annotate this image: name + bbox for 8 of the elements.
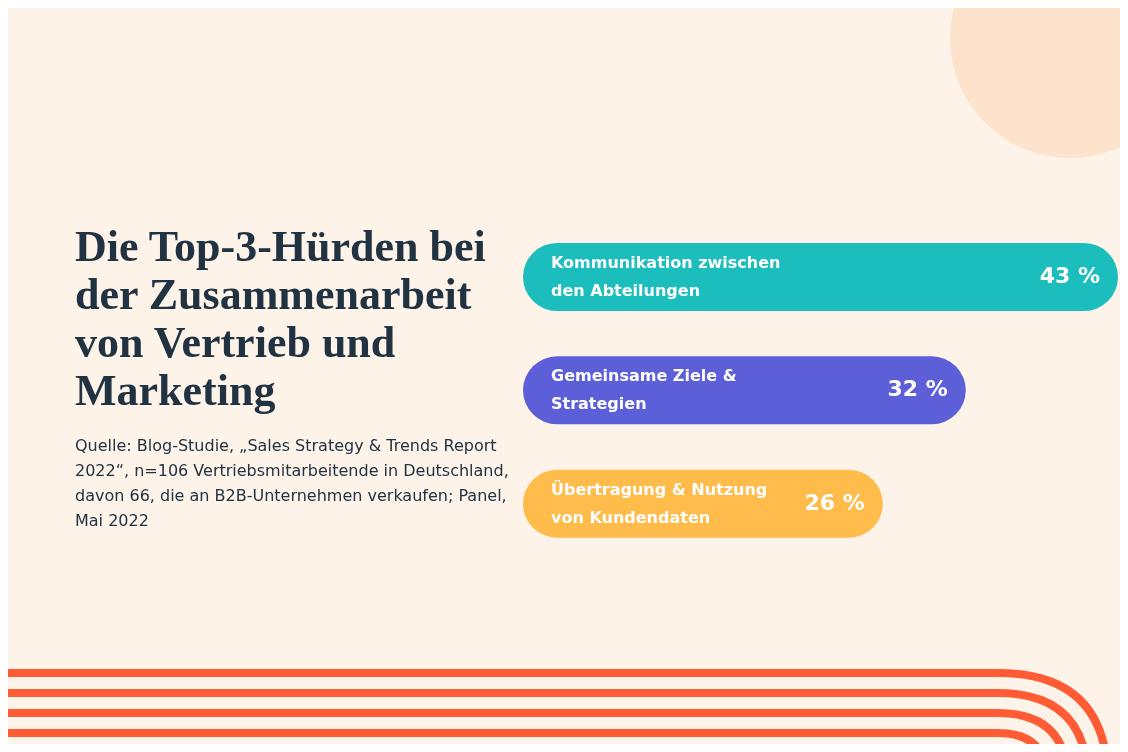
data-label: 32 %	[887, 376, 948, 402]
y-tick-label: Übertragung & Nutzung von Kundendaten	[551, 479, 768, 527]
data-label: 26 %	[804, 489, 865, 515]
y-tick-label: Gemeinsame Ziele & Strategien	[551, 365, 737, 413]
y-tick-label: Kommunikation zwischen den Abteilungen	[551, 252, 781, 300]
text: Die Top-3-Hürden bei der Zusammenarbeit von Vertrieb und Marketing	[75, 222, 487, 415]
source-note: Quelle: Blog-Studie, „Sales Strategy & Trends Report 2022“, n=106 Vertriebsmitarbeitende in Deutschland, davon 66, die an B2B-Unternehmen verkaufen; Panel, Mai 2022	[75, 435, 510, 532]
data-label: 43 %	[1039, 263, 1100, 288]
